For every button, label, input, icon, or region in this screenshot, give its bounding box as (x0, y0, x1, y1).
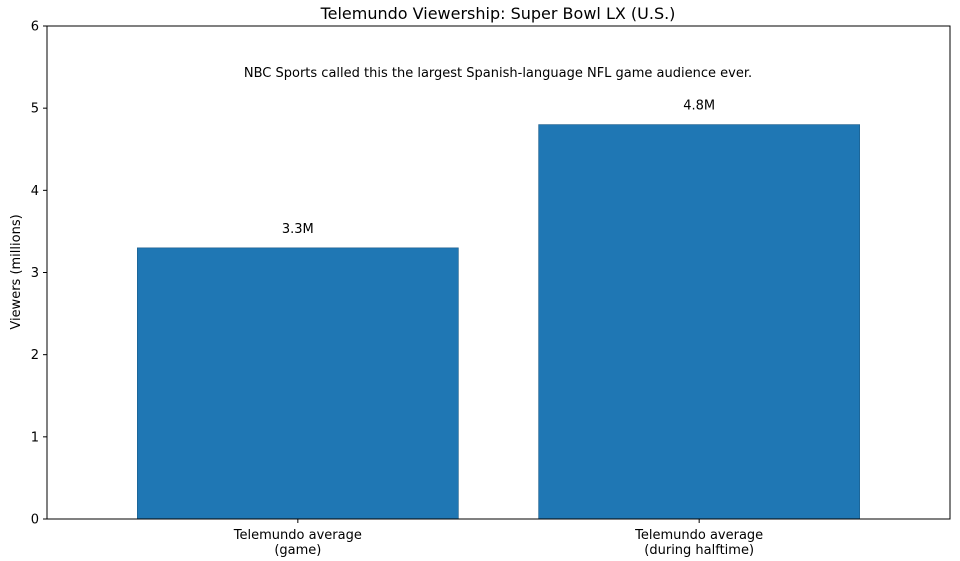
y-tick-label: 4 (31, 184, 39, 199)
bar (137, 247, 459, 520)
bar-value-label: 4.8M (683, 99, 715, 114)
bar-value-label: 3.3M (282, 222, 314, 237)
chart-title: Telemundo Viewership: Super Bowl LX (U.S… (320, 4, 676, 23)
x-axis: Telemundo average(game)Telemundo average… (233, 519, 763, 558)
y-tick-label: 1 (31, 430, 39, 445)
x-tick-label: Telemundo average (634, 528, 763, 543)
y-tick-label: 0 (31, 513, 39, 528)
y-tick-label: 3 (31, 266, 39, 281)
x-tick-label: (game) (274, 543, 321, 558)
y-axis: 0 1 2 3 4 5 6 (31, 20, 47, 528)
y-tick-label: 2 (31, 348, 39, 363)
bar (538, 124, 861, 520)
chart-annotation: NBC Sports called this the largest Spani… (244, 66, 752, 81)
plot-frame (46, 25, 951, 520)
y-axis-label: Viewers (millions) (9, 214, 24, 329)
y-tick-label: 5 (31, 102, 39, 117)
y-tick-label: 6 (31, 20, 39, 35)
bars-group: 3.3M 4.8M (137, 99, 861, 520)
x-tick-label: Telemundo average (233, 528, 362, 543)
x-tick-label: (during halftime) (644, 543, 754, 558)
